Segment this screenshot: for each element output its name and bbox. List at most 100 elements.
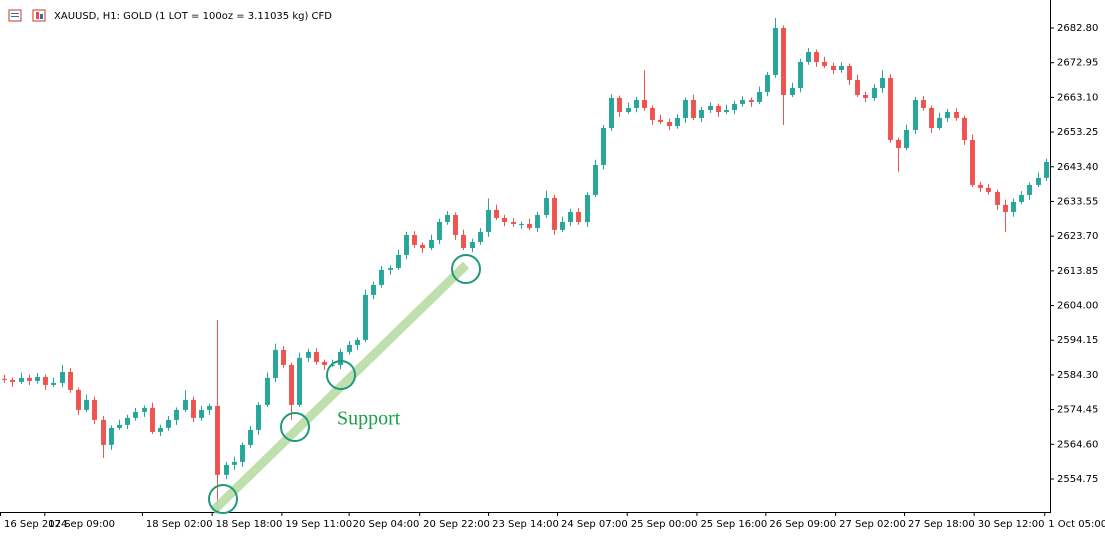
- candle-body: [232, 461, 237, 465]
- candle-body: [732, 103, 737, 110]
- candle-body: [839, 65, 844, 70]
- symbol-icons: [8, 9, 46, 22]
- candle-body: [806, 52, 811, 62]
- candle-body: [626, 107, 631, 113]
- candle-body: [863, 94, 868, 98]
- candle-body: [749, 99, 754, 102]
- candle-body: [831, 65, 836, 70]
- y-tick-label: 2682.80: [1057, 23, 1098, 34]
- candle-body: [576, 211, 581, 222]
- candle-body: [207, 405, 212, 410]
- candle-body: [289, 364, 294, 405]
- candle-body: [273, 349, 278, 378]
- chart-title: XAUUSD, H1: GOLD (1 LOT = 100oz = 3.1103…: [54, 11, 332, 22]
- candle-body: [297, 357, 302, 405]
- candle-body: [937, 117, 942, 128]
- candle-body: [724, 109, 729, 113]
- candle-body: [773, 28, 778, 75]
- icon: [8, 9, 22, 22]
- candle-body: [609, 97, 614, 128]
- candle-body: [527, 223, 532, 228]
- x-tick-label: 27 Sep 02:00: [839, 519, 906, 530]
- candle-body: [76, 389, 81, 410]
- candle-body: [404, 234, 409, 255]
- x-tick-label: 25 Sep 16:00: [700, 519, 767, 530]
- candle-body: [691, 99, 696, 118]
- candle-body: [798, 61, 803, 88]
- touch-circle: [208, 484, 238, 514]
- candle-body: [683, 99, 688, 118]
- x-tick-label: 27 Sep 18:00: [908, 519, 975, 530]
- icon: [40, 14, 43, 19]
- y-tick-label: 2633.55: [1057, 196, 1098, 207]
- x-tick-label: 16 Sep 2024: [4, 519, 67, 530]
- candle-body: [215, 405, 220, 475]
- candle-body: [642, 99, 647, 108]
- candle-body: [142, 407, 147, 412]
- candle-body: [568, 211, 573, 222]
- candle-body: [101, 419, 106, 445]
- candle-body: [945, 112, 950, 118]
- candle-body: [183, 399, 188, 410]
- y-tick-label: 2643.40: [1057, 162, 1098, 173]
- x-tick-label: 20 Sep 04:00: [353, 519, 420, 530]
- candle-body: [913, 99, 918, 130]
- candle-body: [494, 209, 499, 218]
- candle-body: [60, 371, 65, 383]
- candle-body: [847, 65, 852, 80]
- candle-body: [371, 284, 376, 295]
- candle-body: [634, 99, 639, 108]
- candle-body: [453, 214, 458, 235]
- y-tick-label: 2613.85: [1057, 266, 1098, 277]
- candle-body: [896, 139, 901, 148]
- candle-body: [552, 197, 557, 230]
- y-tick-label: 2564.60: [1057, 439, 1098, 450]
- candle-body: [338, 351, 343, 365]
- x-tick-label: 24 Sep 07:00: [561, 519, 628, 530]
- candle-body: [429, 239, 434, 248]
- candle-body: [929, 107, 934, 128]
- candle-body: [872, 87, 877, 98]
- y-tick-label: 2554.75: [1057, 474, 1098, 485]
- candle-body: [306, 351, 311, 358]
- candle-body: [240, 444, 245, 462]
- candle-body: [814, 52, 819, 62]
- candle-body: [166, 419, 171, 428]
- candle-body: [716, 105, 721, 113]
- candle-body: [601, 127, 606, 165]
- candle-body: [978, 184, 983, 188]
- candle-body: [585, 194, 590, 222]
- candle-body: [27, 377, 32, 381]
- candle-body: [224, 464, 229, 475]
- y-tick-label: 2584.30: [1057, 370, 1098, 381]
- candle-body: [904, 129, 909, 148]
- candle-body: [822, 61, 827, 66]
- candle-body: [888, 77, 893, 140]
- candle-body: [388, 267, 393, 270]
- candle-body: [962, 117, 967, 140]
- candle-body: [880, 77, 885, 88]
- y-tick-label: 2672.95: [1057, 58, 1098, 69]
- candle-body: [51, 382, 56, 385]
- candle-body: [322, 361, 327, 365]
- candle-body: [109, 427, 114, 445]
- candle-body: [740, 99, 745, 104]
- candle-body: [461, 234, 466, 248]
- candle-body: [19, 377, 24, 382]
- plot-area: [2, 18, 1049, 510]
- candle-body: [658, 120, 663, 122]
- candle-body: [502, 217, 507, 222]
- x-tick-label: 18 Sep 18:00: [216, 519, 283, 530]
- candle-body: [445, 214, 450, 222]
- candle-body: [2, 378, 7, 380]
- touch-circle: [280, 412, 310, 442]
- candle-body: [265, 377, 270, 405]
- candle-body: [970, 139, 975, 185]
- candle-body: [412, 234, 417, 245]
- candle-body: [765, 74, 770, 92]
- candle-body: [117, 424, 122, 428]
- y-tick-label: 2623.70: [1057, 231, 1098, 242]
- candle-body: [675, 117, 680, 126]
